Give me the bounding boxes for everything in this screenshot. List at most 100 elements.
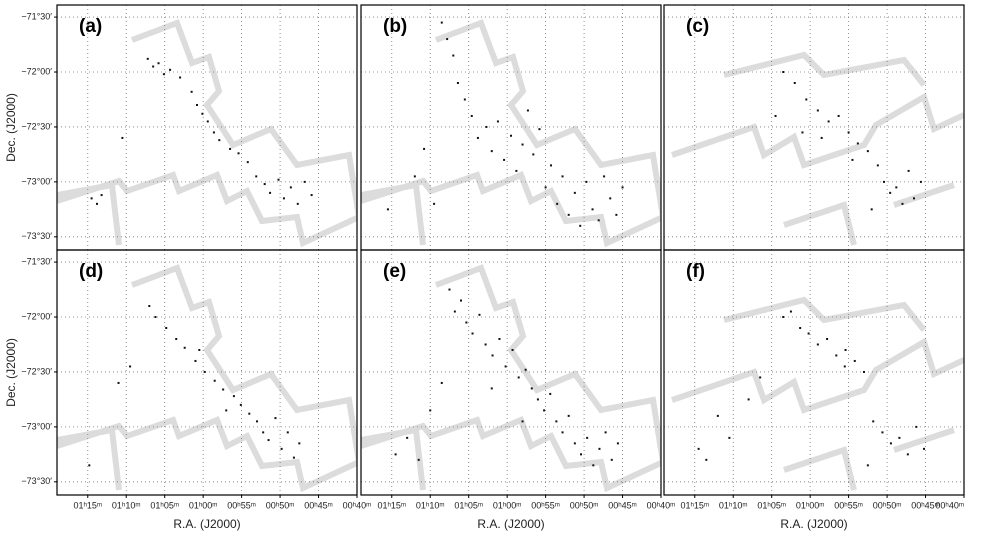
point — [179, 76, 182, 79]
x-tick-label: 01ʰ00ᵐ — [493, 500, 522, 510]
point — [117, 381, 120, 384]
panel — [57, 250, 357, 495]
point — [485, 125, 488, 128]
point — [239, 403, 242, 406]
point — [592, 464, 595, 467]
point — [267, 439, 270, 442]
point — [478, 313, 481, 316]
point — [521, 420, 524, 423]
point — [194, 359, 197, 362]
point — [816, 109, 819, 112]
point — [544, 186, 547, 189]
panel — [361, 5, 661, 250]
point — [262, 431, 265, 434]
point — [805, 98, 808, 101]
point — [394, 453, 397, 456]
point — [827, 120, 830, 123]
point — [549, 392, 552, 395]
point — [598, 447, 601, 450]
point — [490, 150, 493, 153]
point — [460, 299, 462, 302]
point — [129, 365, 132, 368]
point — [446, 38, 449, 41]
point — [198, 348, 201, 351]
point — [183, 346, 186, 349]
panel-frame — [663, 249, 965, 496]
point — [591, 208, 594, 211]
point — [248, 412, 251, 415]
x-tick-label: 00ʰ45ᵐ — [304, 500, 333, 510]
point — [280, 447, 283, 450]
point — [567, 414, 570, 417]
point — [196, 103, 198, 106]
point — [413, 175, 416, 178]
point — [206, 120, 209, 123]
x-tick-label: 01ʰ15ᵐ — [377, 500, 406, 510]
point — [543, 409, 546, 412]
point — [609, 197, 612, 200]
point — [915, 425, 918, 428]
point — [835, 354, 838, 357]
footprint-outline — [671, 51, 964, 246]
point — [782, 71, 785, 74]
x-axis-label: R.A. (J2000) — [780, 517, 847, 531]
point — [853, 359, 856, 362]
point — [148, 305, 151, 308]
point — [286, 431, 289, 434]
x-tick-label: 01ʰ10ᵐ — [416, 500, 445, 510]
point — [870, 208, 873, 211]
x-tick-label: 00ʰ40ᵐ — [343, 500, 372, 510]
footprint-outline — [57, 19, 357, 248]
point — [895, 186, 898, 189]
point — [532, 153, 535, 156]
point — [456, 82, 459, 85]
point — [88, 464, 91, 467]
point — [856, 142, 859, 145]
point — [511, 348, 514, 351]
y-tick-label: −71°30′ — [21, 11, 52, 21]
point — [452, 54, 455, 57]
point — [782, 316, 785, 319]
point — [538, 128, 541, 131]
x-tick-label: 00ʰ50ᵐ — [266, 500, 295, 510]
x-tick-label: 00ʰ50ᵐ — [570, 500, 599, 510]
point — [225, 409, 228, 412]
point — [863, 370, 865, 373]
point — [100, 194, 103, 197]
x-tick-label: 00ʰ55ᵐ — [227, 500, 256, 510]
x-axis-label: R.A. (J2000) — [477, 517, 544, 531]
point — [524, 368, 527, 371]
point — [789, 310, 792, 313]
y-tick-label: −73°30′ — [21, 231, 52, 241]
point — [585, 180, 588, 183]
footprint-outline — [361, 264, 661, 493]
point — [448, 288, 451, 291]
point — [923, 447, 925, 450]
point — [303, 180, 306, 183]
point — [237, 152, 240, 155]
panel-label: (a) — [79, 16, 102, 37]
y-tick-label: −72°30′ — [21, 366, 52, 376]
point — [881, 431, 884, 434]
x-tick-label: 01ʰ05ᵐ — [150, 500, 179, 510]
point — [793, 82, 796, 85]
point — [218, 139, 221, 142]
point — [866, 464, 869, 467]
point — [515, 169, 518, 172]
y-tick-label: −73°00′ — [21, 421, 52, 431]
panel — [361, 250, 661, 495]
point — [175, 337, 178, 340]
panel-label: (e) — [383, 261, 406, 282]
x-tick-label: 01ʰ10ᵐ — [112, 500, 141, 510]
point — [616, 442, 619, 445]
point — [876, 164, 879, 167]
point — [901, 202, 904, 205]
point — [471, 332, 474, 335]
point — [510, 134, 512, 137]
point — [296, 202, 299, 205]
x-tick-label: 00ʰ50ᵐ — [873, 500, 902, 510]
point — [697, 447, 700, 450]
point — [229, 147, 232, 150]
point — [579, 224, 582, 227]
point — [274, 417, 277, 420]
